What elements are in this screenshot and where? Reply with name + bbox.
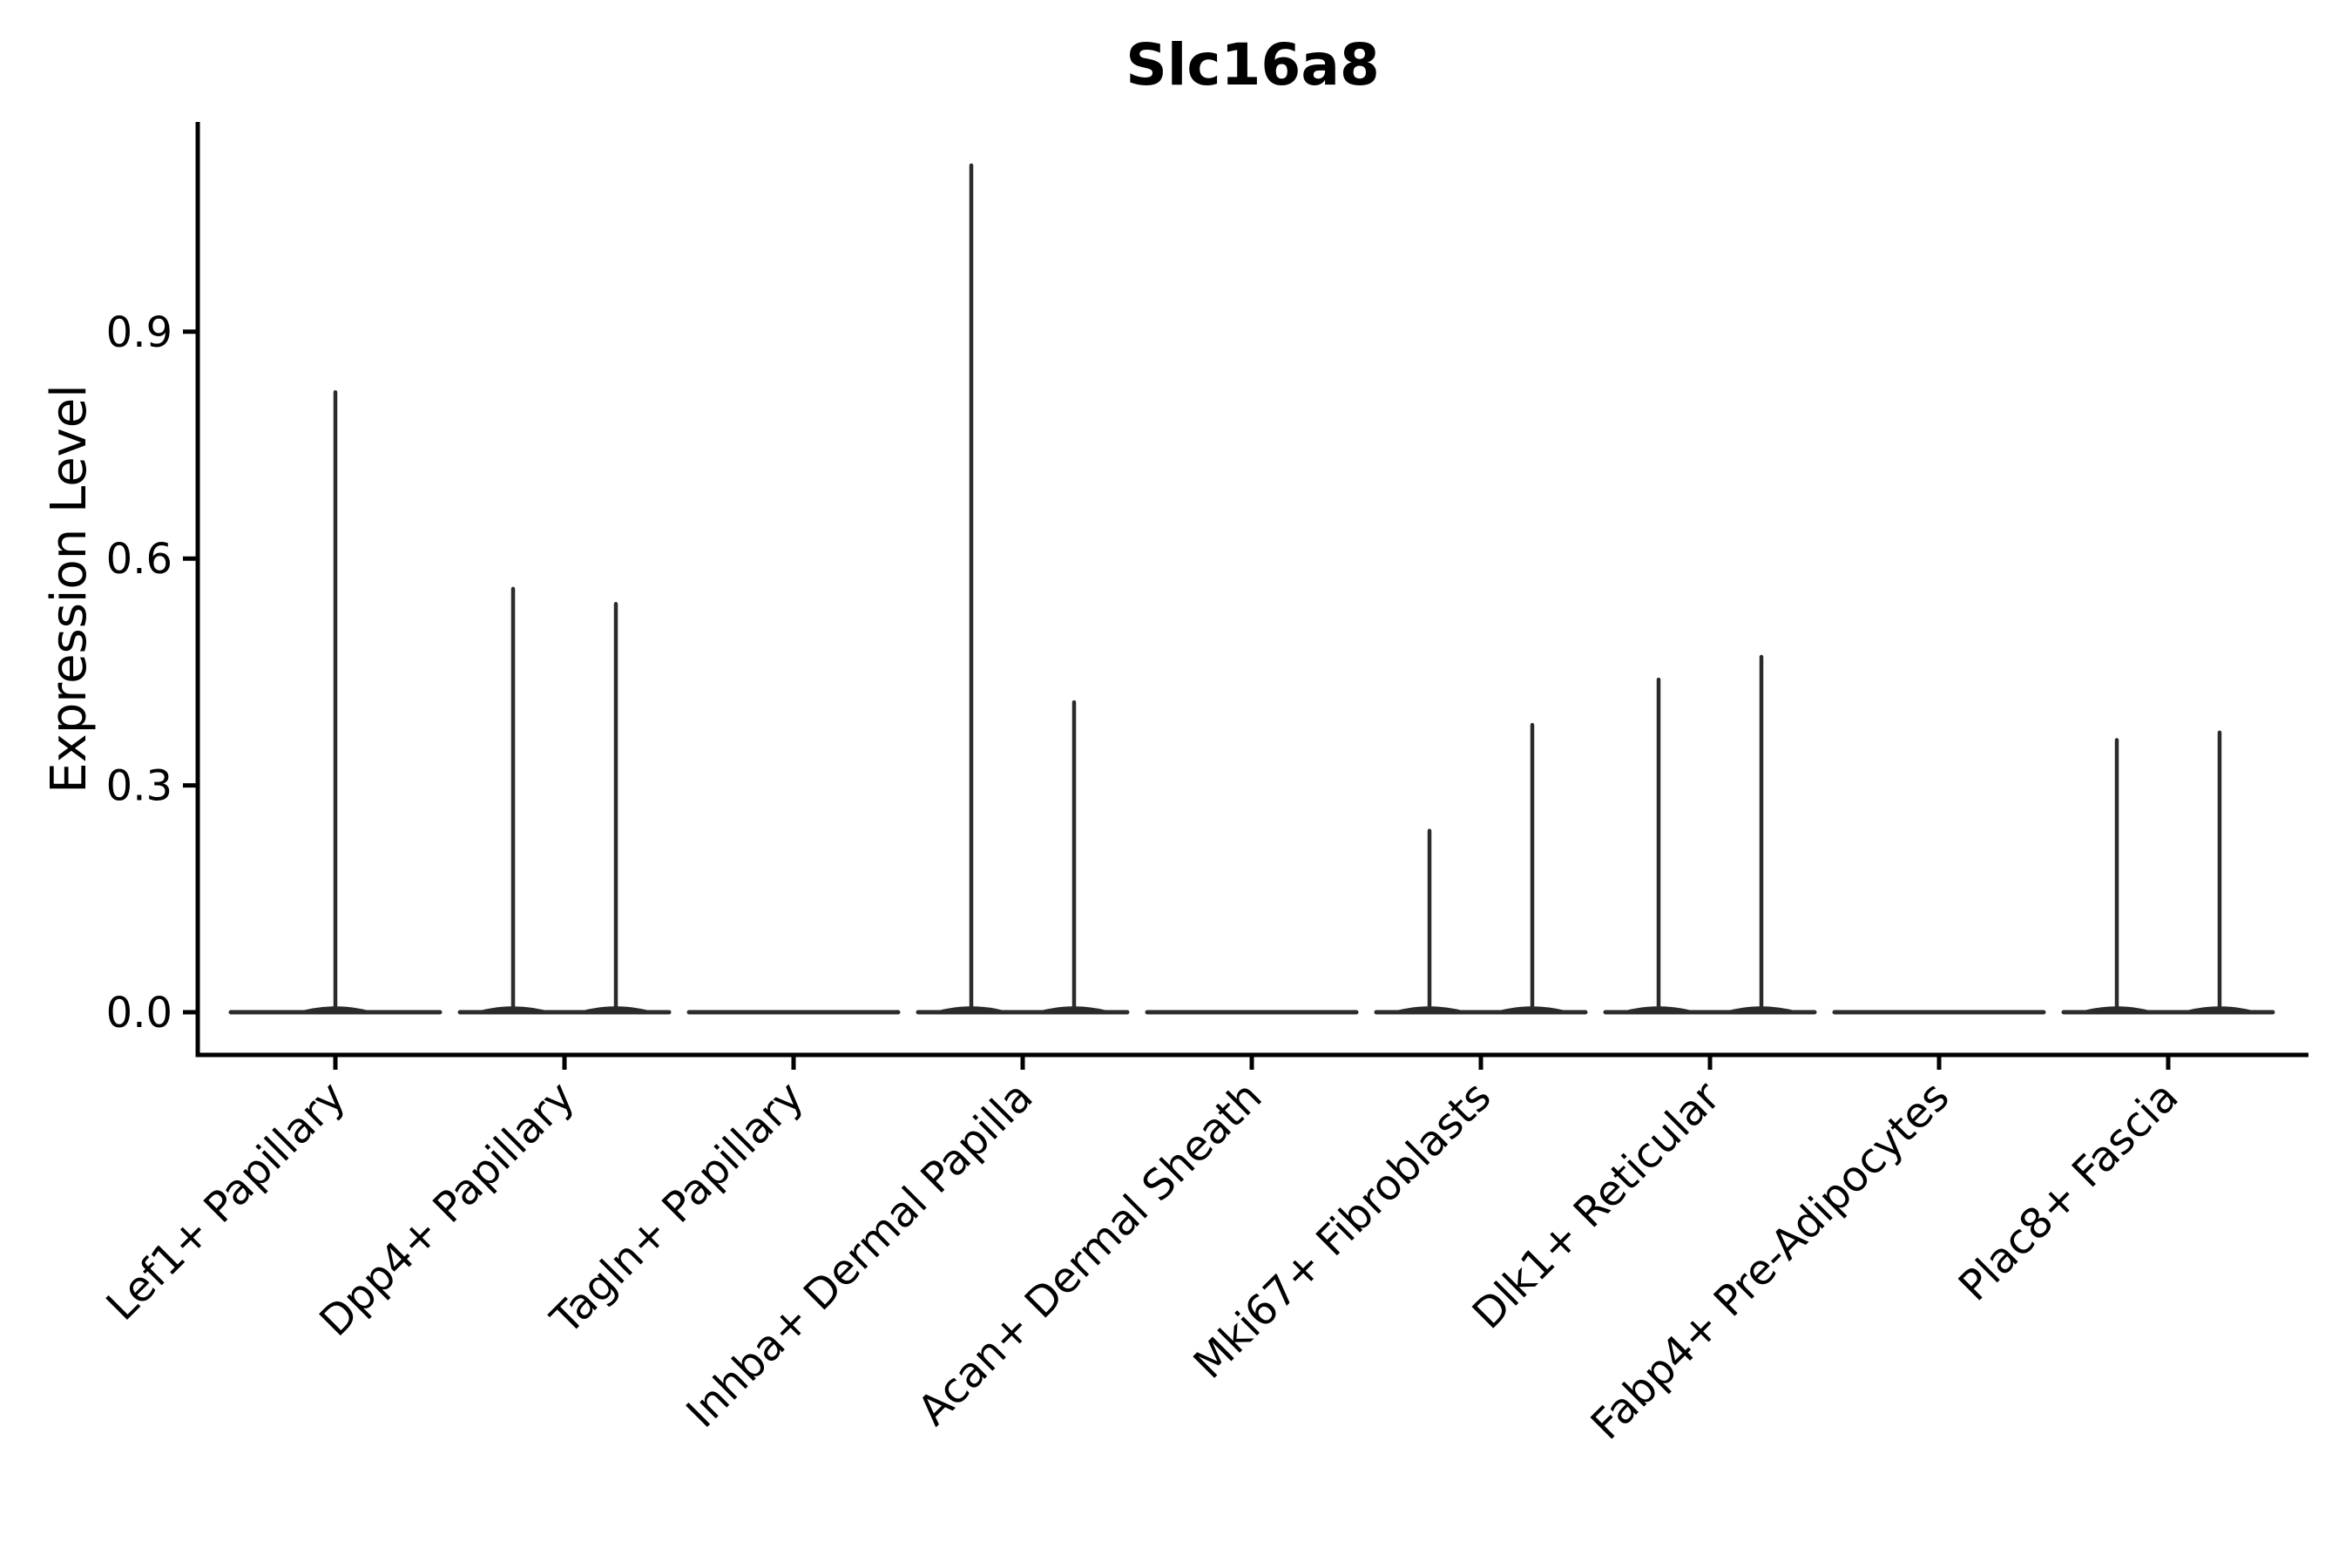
chart-title: Slc16a8 <box>1125 31 1380 98</box>
x-tick-label: Dlk1+ Reticular <box>1463 1072 1730 1339</box>
y-tick-label: 0.0 <box>106 989 172 1037</box>
y-tick-label: 0.9 <box>106 308 172 357</box>
y-tick-label: 0.6 <box>106 535 172 584</box>
x-tick-label: Plac8+ Fascia <box>1950 1072 2188 1311</box>
x-tick-label: Tagln+ Papillary <box>541 1072 813 1344</box>
x-tick-label: Dpp4+ Papillary <box>310 1072 584 1346</box>
y-tick-label: 0.3 <box>106 762 172 811</box>
x-tick-label: Lef1+ Papillary <box>98 1072 355 1330</box>
y-axis-label: Expression Level <box>41 384 98 794</box>
